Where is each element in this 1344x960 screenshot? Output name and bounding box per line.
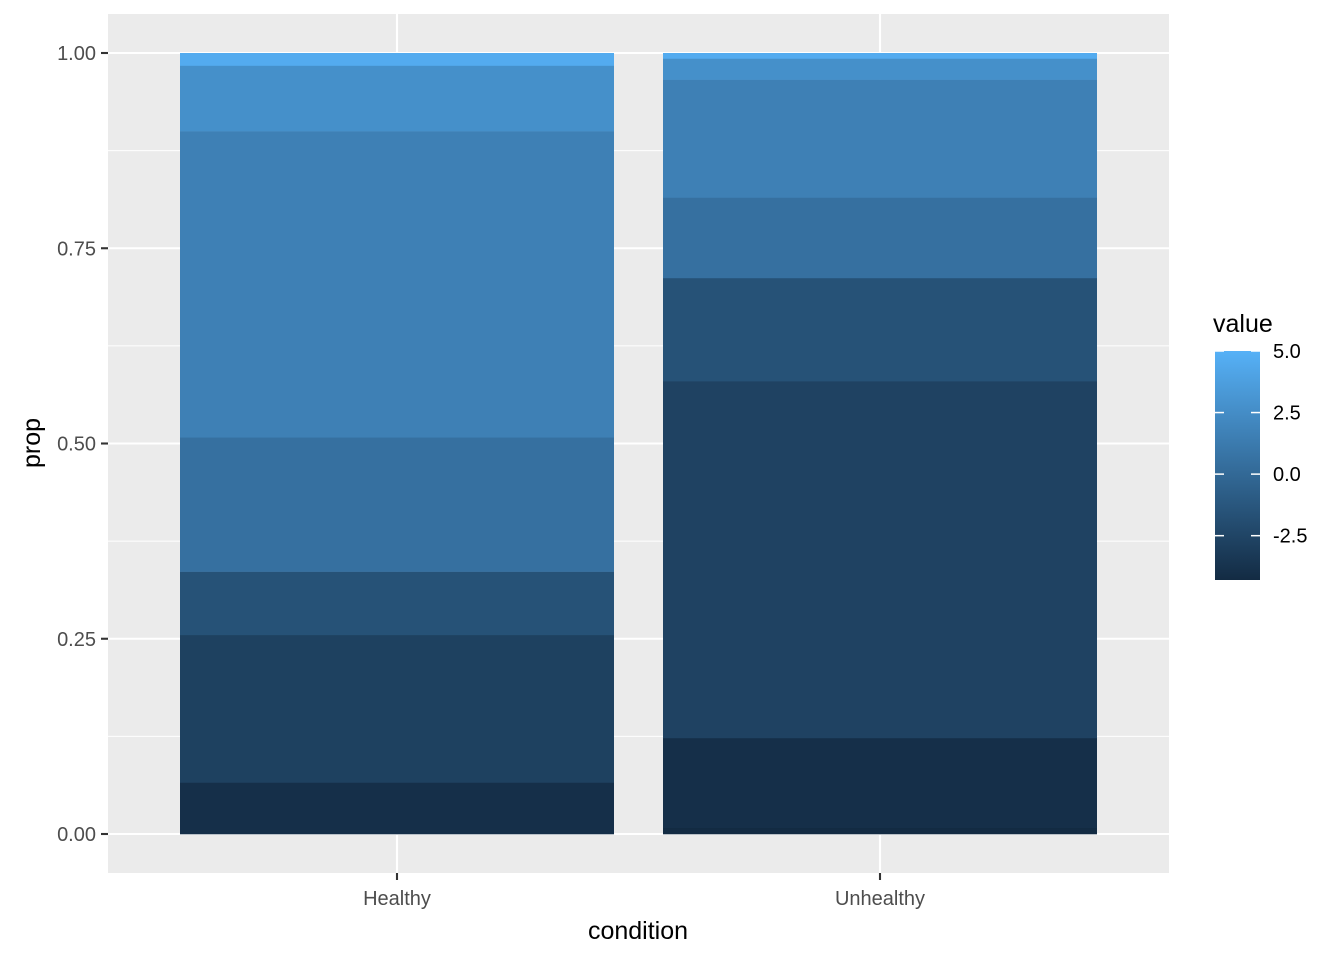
bar-segment-healthy bbox=[180, 65, 614, 132]
bar-segment-unhealthy bbox=[663, 827, 1097, 835]
bar-segment-unhealthy bbox=[663, 197, 1097, 279]
y-tick-label: 0.50 bbox=[57, 434, 96, 456]
bar-segment-unhealthy bbox=[663, 381, 1097, 739]
y-tick-label: 0.00 bbox=[57, 824, 96, 846]
y-axis-title: prop bbox=[18, 418, 46, 468]
legend-colorbar bbox=[1215, 351, 1260, 580]
legend-label: 0.0 bbox=[1273, 464, 1301, 486]
x-tick-label: Healthy bbox=[363, 888, 431, 910]
bar-segment-healthy bbox=[180, 53, 614, 66]
x-tick-label: Unhealthy bbox=[835, 888, 925, 910]
stacked-bars bbox=[180, 53, 1097, 835]
bar-segment-healthy bbox=[180, 634, 614, 783]
bar-segment-unhealthy bbox=[663, 737, 1097, 829]
bar-segment-unhealthy bbox=[663, 79, 1097, 198]
bar-segment-healthy bbox=[180, 782, 614, 835]
bar-segment-healthy bbox=[180, 437, 614, 572]
bar-segment-healthy bbox=[180, 131, 614, 438]
bar-segment-healthy bbox=[180, 571, 614, 636]
y-tick-label: 1.00 bbox=[57, 43, 96, 65]
legend-title: value bbox=[1213, 310, 1273, 338]
bar-segment-unhealthy bbox=[663, 277, 1097, 382]
color-legend: value 5.0 2.5 0.0 -2.5 bbox=[1213, 310, 1307, 580]
bar-segment-unhealthy bbox=[663, 58, 1097, 80]
x-axis: Healthy Unhealthy bbox=[363, 873, 925, 910]
legend-label: -2.5 bbox=[1273, 526, 1307, 548]
legend-label: 5.0 bbox=[1273, 341, 1301, 363]
legend-label: 2.5 bbox=[1273, 403, 1301, 425]
y-tick-label: 0.25 bbox=[57, 629, 96, 651]
legend-ticks: 5.0 2.5 0.0 -2.5 bbox=[1215, 341, 1307, 548]
bar-segment-unhealthy bbox=[663, 53, 1097, 59]
y-axis: 0.00 0.25 0.50 0.75 1.00 bbox=[57, 43, 108, 846]
y-tick-label: 0.75 bbox=[57, 238, 96, 260]
x-axis-title: condition bbox=[588, 917, 688, 945]
